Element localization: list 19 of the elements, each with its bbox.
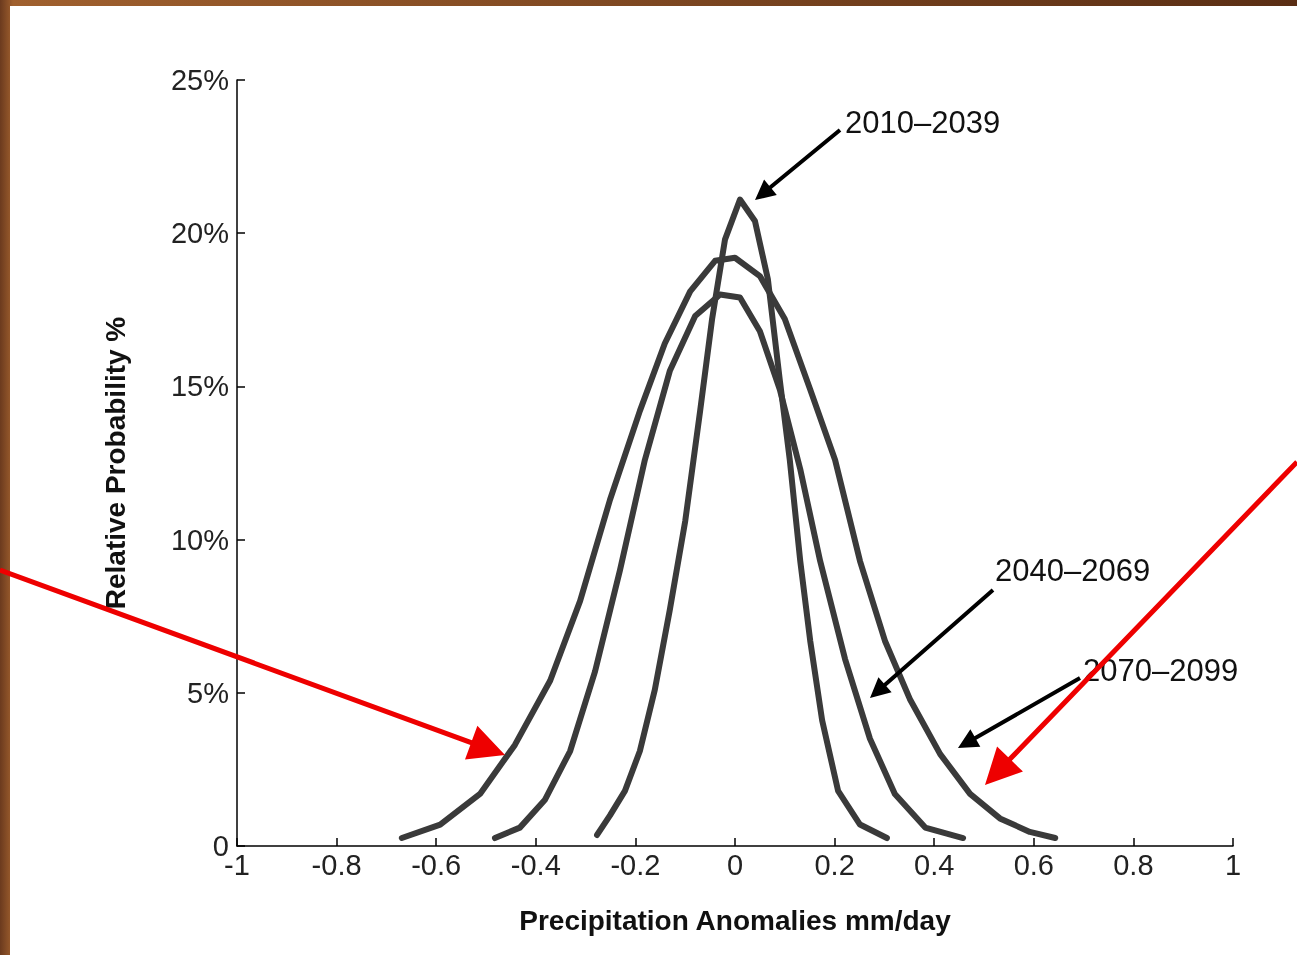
x-tick-label: 0.4 [914,848,955,881]
x-tick-label: -0.6 [411,848,462,881]
y-tick-label: 25% [170,64,229,96]
x-tick-label: -0.8 [311,848,362,881]
y-tick-label: 10% [170,523,229,556]
x-tick-label: 0 [726,848,744,881]
x-tick-label: -0.4 [510,848,561,881]
annotation: 2010–2039 [845,104,1001,140]
x-tick-label: 0.8 [1113,848,1154,881]
y-tick-label: 20% [170,217,229,250]
y-tick-label: 15% [170,370,229,403]
x-tick-label: -0.2 [610,848,661,881]
y-tick-label: 5% [187,676,229,709]
x-axis-title: Precipitation Anomalies mm/day [519,904,952,936]
x-tick-label: 0.2 [814,848,855,881]
y-axis-title: Relative Probability % [99,316,131,610]
annotation: 2040–2069 [995,552,1151,588]
x-tick-label: 1 [1224,848,1242,881]
x-tick-label: 0.6 [1013,848,1054,881]
